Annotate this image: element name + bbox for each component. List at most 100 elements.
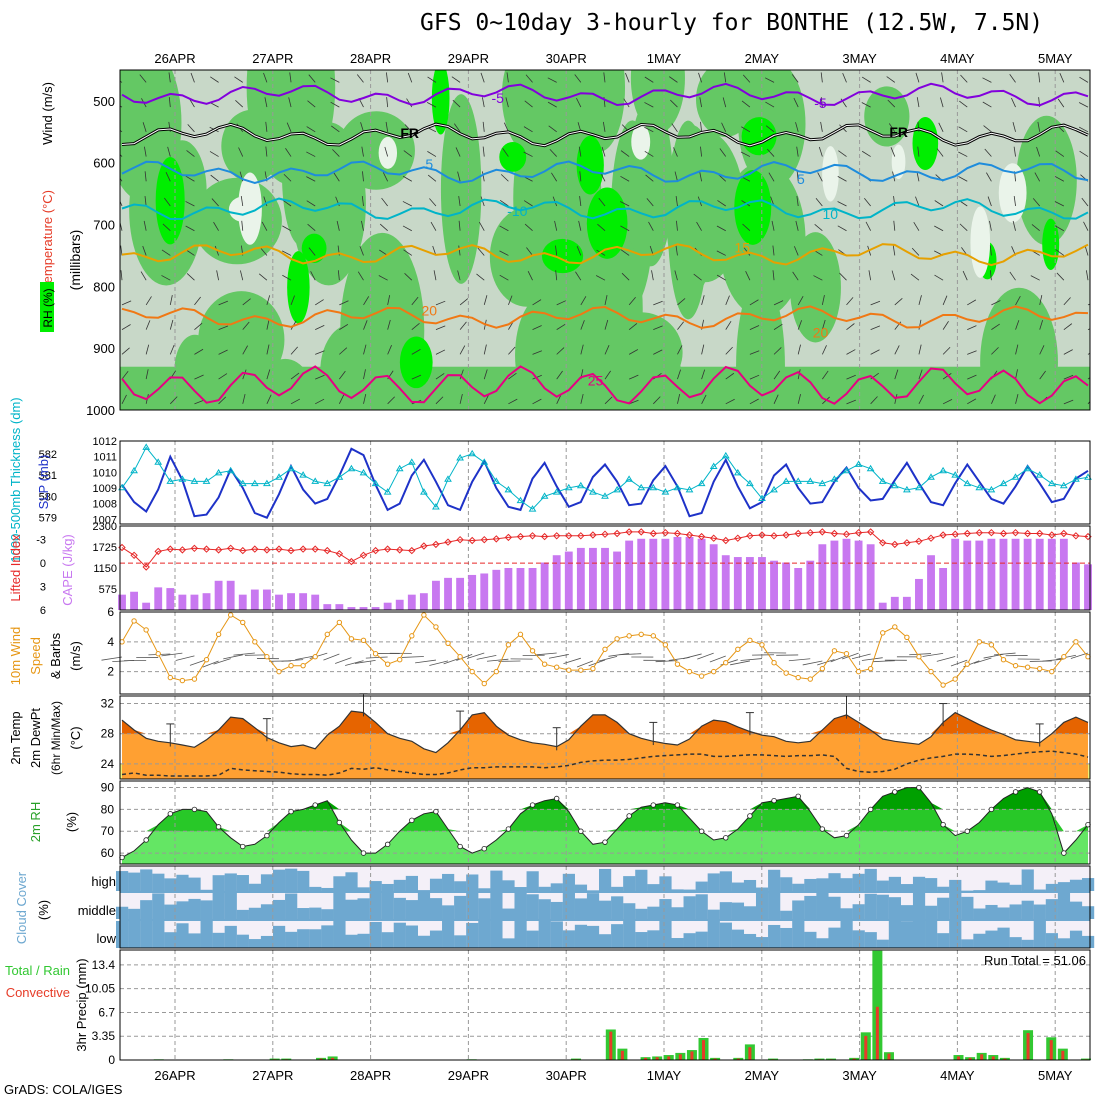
cape-bar [432,581,440,610]
cloud-bar-high [321,888,333,891]
cape-bar [818,544,826,610]
rh-marker [337,820,342,825]
rh-marker [530,803,535,808]
cloud-bar-low [925,921,937,948]
wind-ytick: 6 [107,605,114,619]
cloud-bar-high [128,873,140,891]
wind-speed-marker [1062,655,1066,659]
precip-convective-bar [992,1056,995,1060]
wind-speed-marker [241,620,245,624]
wind-speed-marker [820,666,824,670]
cape-bar [191,595,199,610]
cloud-bar-middle [502,909,514,919]
cloud-bar-high [599,869,611,891]
wind-ytick: 4 [107,635,114,649]
rh-marker [458,844,463,849]
wind-barb-10m [619,654,641,655]
cloud-bar-low [780,928,792,948]
cloud-bar-low [696,932,708,948]
cloud-bar-low [997,928,1009,948]
cape-bar [275,595,283,610]
rh-marker [265,833,270,838]
wind-speed-marker [567,668,571,672]
rh-marker [675,803,680,808]
cape-bar [529,568,537,610]
cloud-bar-middle [925,906,937,919]
date-label-top: 28APR [350,51,391,66]
cloud-bar-middle [635,909,647,919]
date-label-top: 1MAY [647,51,682,66]
date-label-bottom: 27APR [252,1068,293,1083]
contour-label: FR [889,124,908,140]
cloud-bar-middle [527,894,539,919]
wind-speed-marker [808,677,812,681]
cape-bar [541,563,549,610]
cape-bar [843,539,851,610]
slp-ytick: 1010 [93,467,117,479]
cloud-bar-middle [575,898,587,919]
date-label-bottom: 1MAY [647,1068,682,1083]
cloud-bar-low [1034,921,1046,948]
cloud-bar-middle [720,902,732,919]
rh-marker [748,814,753,819]
cloud-bar-high [394,880,406,891]
cloud-bar-middle [237,910,249,919]
cloud-bar-low [744,934,756,948]
cape-bar [1012,539,1020,610]
wind-speed-marker [868,666,872,670]
cloud-bar-middle [358,898,370,919]
rh-marker [699,829,704,834]
cloud-bar-middle [647,907,659,919]
cloud-bar-high [273,870,285,891]
rh-marker [361,851,366,856]
cape-bar [625,541,633,610]
cloud-bar-middle [1034,905,1046,919]
upper-ytick: 700 [93,218,115,233]
rh-shade-mid [980,288,1058,438]
wind-speed-marker [844,652,848,656]
wind-speed-marker [446,641,450,645]
wind-speed-marker [253,640,257,644]
rh-shade-mid [631,23,685,133]
rh-marker [434,809,439,814]
cloud-bar-high [659,876,671,891]
wind-speed-marker [651,634,655,638]
cape-bar [239,595,247,610]
cape-bar [867,544,875,610]
cloud-bar-middle [551,902,563,919]
rh-marker [144,838,149,843]
wind-speed-marker [711,669,715,673]
wind-speed-marker [180,678,184,682]
cloud-bar-middle [901,905,913,919]
cloud-bar-middle [913,893,925,919]
cloud-bar-middle [1082,906,1094,919]
rh-marker [168,811,173,816]
date-label-bottom: 30APR [546,1068,587,1083]
wind-speed-marker [204,658,208,662]
rh-ytick: 60 [101,846,115,860]
contour-label: 25 [588,372,604,388]
cloud-bar-middle [418,893,430,919]
wind-speed-marker [591,666,595,670]
cloud-bar-low [527,931,539,948]
rh-marker [1013,790,1018,795]
cape-bar [166,588,174,610]
wind-barb-10m [741,659,762,661]
cloud-bar-low [889,921,901,948]
wind-speed-marker [410,634,414,638]
cloud-bar-middle [394,898,406,919]
cloud-bar-low [176,923,188,948]
cloud-bar-low [1070,931,1082,948]
cloud-bar-middle [382,893,394,919]
cape-bar [686,537,694,610]
cloud-bar-high [140,869,152,891]
cloud-bar-low [394,923,406,948]
wind-speed-marker [627,634,631,638]
cloud-bar-middle [708,910,720,919]
cloud-bar-high [1070,880,1082,891]
cape-bar [504,568,512,610]
cape-bar [178,595,186,610]
cloud-bar-middle [539,899,551,919]
cloud-bar-middle [684,896,696,919]
cloud-bar-low [949,921,961,948]
